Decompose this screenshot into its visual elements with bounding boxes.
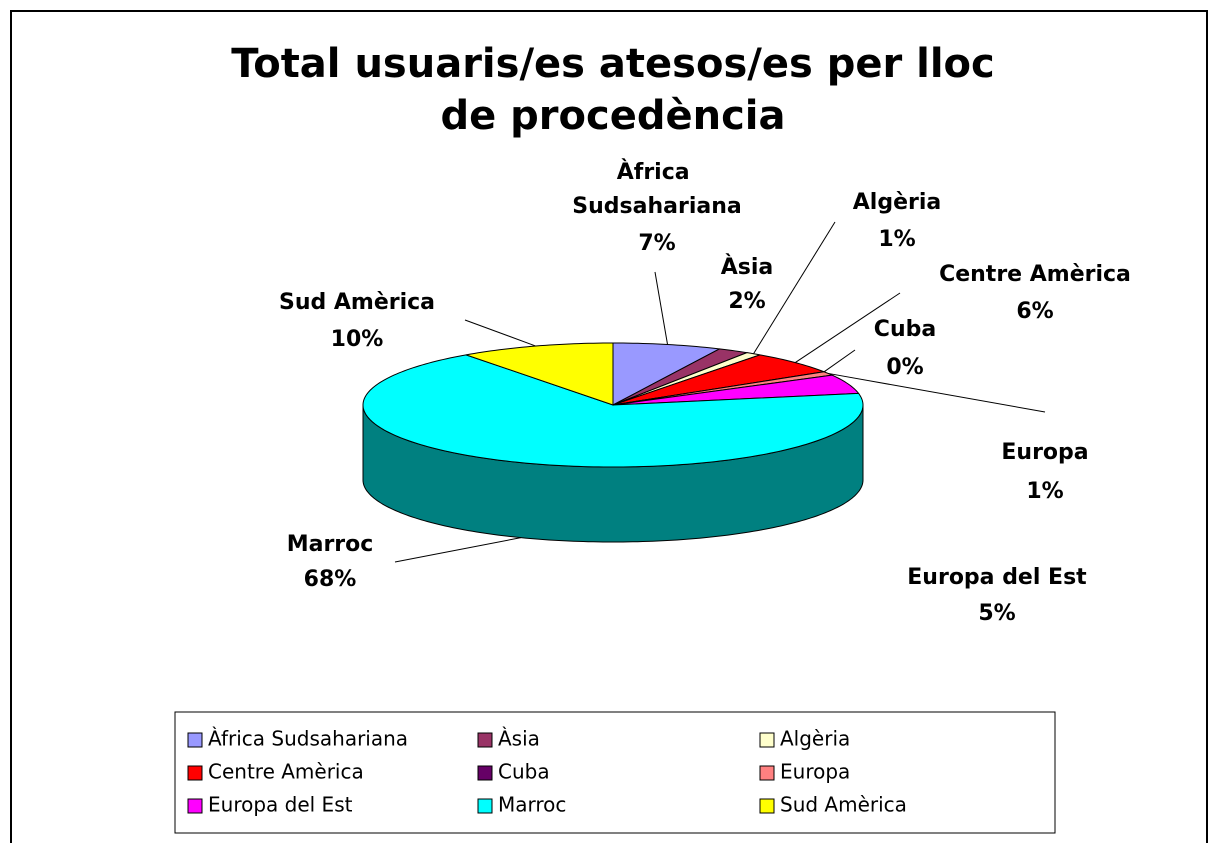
legend-box [174,711,1056,834]
legend-label: Centre Amèrica [208,760,364,784]
leader-line [828,372,1046,413]
slice [612,354,827,406]
data-label: Marroc [287,532,374,557]
slice [465,342,614,406]
legend-label: Àfrica Sudsahariana [208,727,408,751]
data-label-value: 10% [331,327,384,352]
legend-label: Sud Amèrica [780,793,907,817]
data-label-value: 68% [304,567,357,592]
legend-swatch [187,765,203,781]
chart-frame [10,10,1208,843]
data-label: Àsia [721,254,774,280]
leader-line [464,319,536,347]
leader-line [394,537,522,563]
data-label: Europa del Est [907,565,1087,590]
data-label-value: 1% [878,227,915,252]
leader-line [753,221,836,354]
legend-label: Marroc [498,793,566,817]
legend-swatch [759,732,775,748]
data-label: Sud Amèrica [279,290,435,315]
legend-swatch [759,798,775,814]
data-label-value: 7% [638,231,675,256]
legend-swatch [477,732,493,748]
data-label-value: 6% [1016,299,1053,324]
slice [362,354,864,468]
leader-line [794,292,901,363]
legend-swatch [187,732,203,748]
legend-label: Cuba [498,760,550,784]
data-label-value: 5% [978,601,1015,626]
legend-label: Algèria [780,727,850,751]
data-label-value: 1% [1026,479,1063,504]
legend-swatch [759,765,775,781]
legend-swatch [477,765,493,781]
leader-line [654,271,669,345]
data-label: Centre Amèrica [939,262,1131,287]
data-label: Algèria [853,190,941,215]
legend-swatch [187,798,203,814]
data-label-value: 0% [886,355,923,380]
slice [612,374,860,406]
legend-label: Europa [780,760,850,784]
data-label: Europa [1001,440,1088,465]
leader-line [823,349,856,373]
chart-title: Total usuaris/es atesos/es per lloc de p… [231,41,995,139]
data-label: Àfrica Sudsahariana [572,159,741,219]
data-label-value: 2% [728,289,765,314]
legend-label: Àsia [498,727,540,751]
legend-swatch [477,798,493,814]
legend-label: Europa del Est [208,793,353,817]
slice [612,348,749,406]
data-label: Cuba [874,317,936,342]
